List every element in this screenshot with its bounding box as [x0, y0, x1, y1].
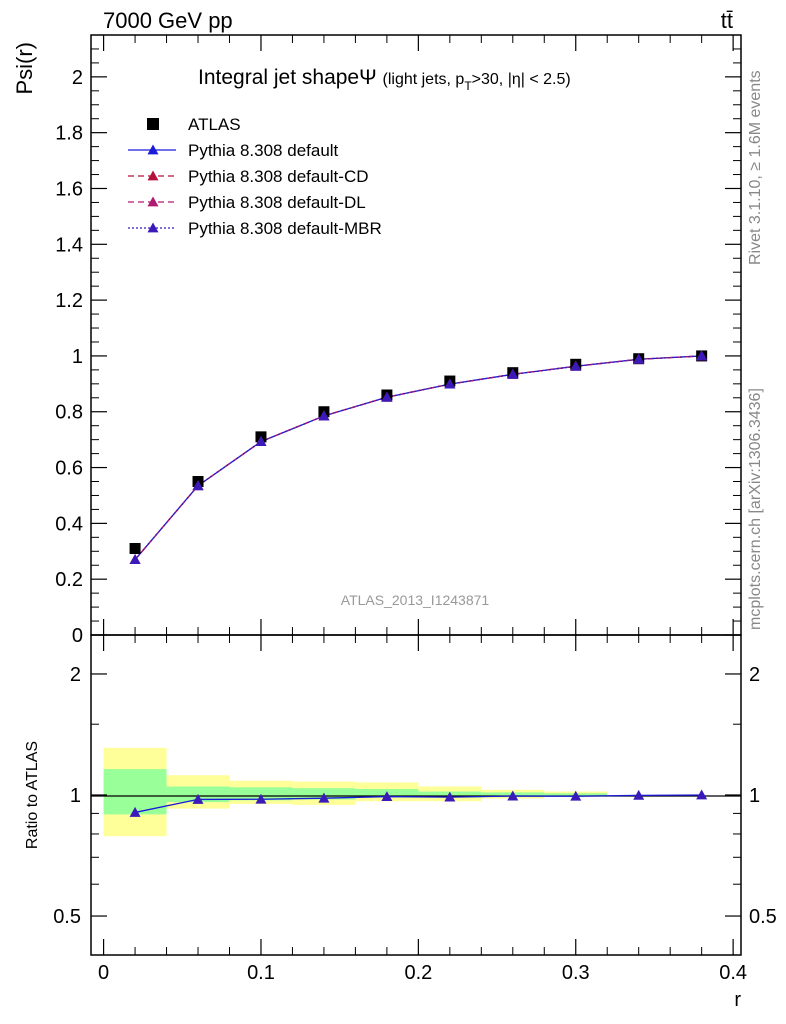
ratio-data-point: [192, 793, 204, 804]
main-y-tick-label: 1.6: [55, 178, 83, 200]
series-line: [134, 355, 702, 561]
legend-marker: [147, 196, 159, 207]
main-title: Integral jet shapeΨ (light jets, pT>30, …: [198, 66, 571, 93]
ratio-y-tick-label-right: 1: [749, 785, 760, 807]
series-line: [134, 355, 702, 561]
analysis-watermark: ATLAS_2013_I1243871: [341, 592, 490, 608]
mc-data-point: [381, 391, 393, 402]
x-tick-label: 0.4: [719, 962, 747, 984]
legend-marker: [147, 222, 159, 233]
legend-marker: [147, 170, 159, 181]
x-tick-labels: 0 0.1 0.2 0.3 0.4: [98, 962, 747, 984]
series-line: [134, 355, 702, 561]
ratio-y-tick-label: 1: [70, 785, 81, 807]
mc-data-point: [318, 410, 330, 421]
legend-entry: Pythia 8.308 default-DL: [128, 193, 366, 212]
main-y-tick-label: 1.2: [55, 290, 83, 312]
ratio-data-point: [570, 790, 582, 801]
ratio-data-point: [696, 789, 708, 800]
atlas-data-point: [129, 542, 141, 554]
mc-data-point: [633, 353, 645, 364]
mc-data-point: [192, 480, 204, 491]
x-axis-label: r: [734, 989, 741, 1011]
ratio-y-tick-label-right: 0.5: [749, 906, 777, 928]
mc-data-point: [507, 368, 519, 379]
ratio-data-point: [129, 806, 141, 817]
ratio-y-tick-labels: 0.5 0.5 1 1 2 2: [53, 664, 777, 928]
ratio-series-line: [134, 794, 702, 814]
legend-marker: [147, 144, 159, 155]
main-y-tick-label: 1: [72, 346, 83, 368]
mc-data-point: [255, 436, 267, 447]
ratio-y-tick-label: 0.5: [53, 906, 81, 928]
ratio-series-layer: [129, 789, 708, 817]
title-subtitle-subscript: T: [464, 79, 472, 93]
ratio-y-tick-label: 2: [70, 664, 81, 686]
series-line: [134, 355, 702, 561]
legend-entry: Pythia 8.308 default: [128, 141, 339, 160]
legend-label: Pythia 8.308 default: [188, 141, 339, 160]
main-tick-marks: [91, 35, 741, 636]
main-y-tick-label: 1.8: [55, 123, 83, 145]
ratio-data-point: [507, 790, 519, 801]
ratio-data-point: [381, 791, 393, 801]
svg-text:Integral jet shapeΨ (l: Integral jet shapeΨ (light jets, pT>30, …: [198, 66, 571, 93]
mc-data-point: [129, 554, 141, 565]
main-series-layer: [129, 350, 708, 565]
ratio-data-point: [255, 793, 267, 804]
title-symbol: Ψ: [359, 66, 377, 89]
ratio-band-stat: [103, 769, 167, 815]
header-right-label: tt̄: [721, 8, 733, 33]
x-tick-label: 0.3: [562, 962, 590, 984]
main-y-tick-label: 0.6: [55, 458, 83, 480]
main-y-tick-label: 0.4: [55, 513, 83, 535]
legend-entry: Pythia 8.308 default-CD: [128, 167, 369, 186]
mc-data-point: [570, 360, 582, 371]
legend-entry: Pythia 8.308 default-MBR: [128, 219, 382, 238]
ratio-y-tick-label-right: 2: [749, 664, 760, 686]
main-y-tick-label: 0.8: [55, 402, 83, 424]
legend-label: Pythia 8.308 default-DL: [188, 193, 366, 212]
x-tick-label: 0.2: [404, 962, 432, 984]
title-main: Integral jet shape: [198, 66, 359, 89]
ratio-y-axis-label: Ratio to ATLAS: [24, 741, 41, 849]
ratio-data-point: [633, 789, 645, 800]
legend-label: Pythia 8.308 default-CD: [188, 167, 369, 186]
ratio-uncertainty-bands: [103, 747, 608, 837]
title-subtitle: (light jets, p: [383, 71, 465, 88]
main-y-tick-label: 0.2: [55, 569, 83, 591]
main-y-tick-label: 0: [72, 625, 83, 647]
main-y-axis-label: Psi(r): [12, 42, 37, 95]
x-tick-label: 0.1: [247, 962, 275, 984]
mc-data-point: [696, 350, 708, 361]
legend-marker: [147, 118, 159, 130]
ratio-data-point: [318, 792, 330, 803]
ratio-tick-marks: [91, 635, 741, 955]
legend-entry: ATLAS: [147, 115, 241, 134]
legend: ATLAS Pythia 8.308 default Pythia 8.308 de…: [128, 115, 382, 238]
main-y-tick-label: 2: [72, 67, 83, 89]
legend-label: Pythia 8.308 default-MBR: [188, 219, 382, 238]
rivet-version-label: Rivet 3.1.10, ≥ 1.6M events: [747, 70, 764, 265]
ratio-frame: [90, 634, 742, 956]
title-subtitle-rest: >30, |η| < 2.5): [472, 71, 571, 88]
legend-label: ATLAS: [188, 115, 241, 134]
ratio-data-point: [444, 791, 456, 802]
ratio-panel: 0.5 0.51 12 2 0 0.1 0.2 0.3 0.4 Ratio to ATLAS …: [24, 634, 777, 1011]
main-y-tick-labels: 0 0.2 0.4 0.6 0.8 1 1.2 1.4 1.6 1.8 2: [55, 67, 83, 647]
mcplots-label: mcplots.cern.ch [arXiv:1306.3436]: [747, 388, 764, 630]
mc-data-point: [444, 378, 456, 389]
main-y-tick-label: 1.4: [55, 234, 83, 256]
x-tick-label: 0: [98, 962, 109, 984]
header-left-label: 7000 GeV pp: [103, 8, 233, 33]
main-panel: 0 0.2 0.4 0.6 0.8 1 1.2 1.4 1.6 1.8 2 Psi(r) Integ…: [12, 34, 742, 647]
